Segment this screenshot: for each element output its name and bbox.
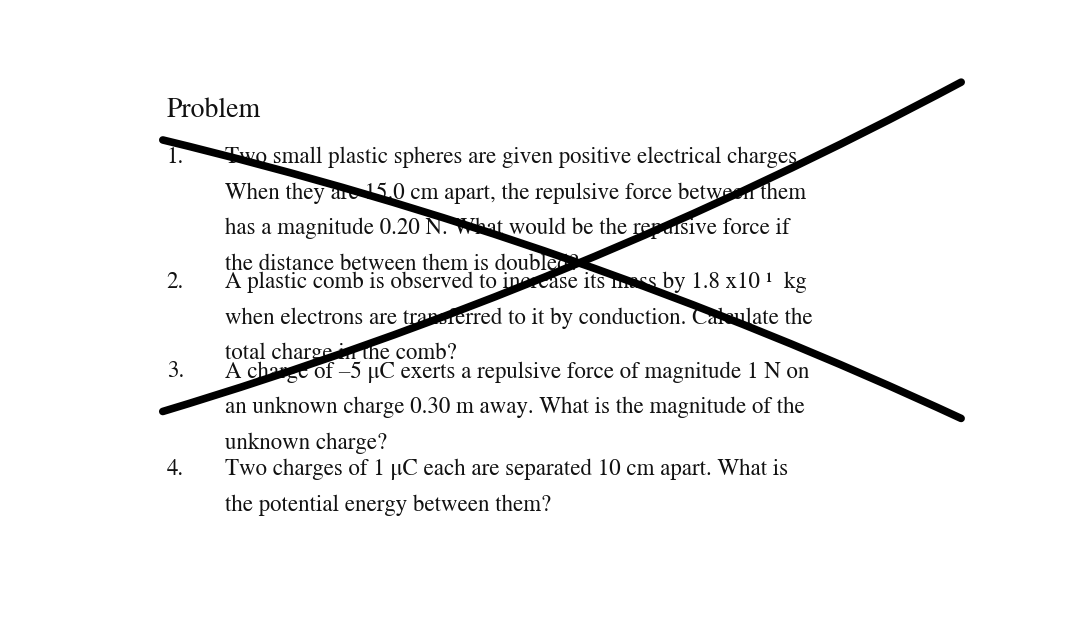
Text: when electrons are transferred to it by conduction. Calculate the: when electrons are transferred to it by … [226, 308, 813, 329]
Text: the potential energy between them?: the potential energy between them? [226, 494, 552, 515]
Text: unknown charge?: unknown charge? [226, 432, 388, 454]
Text: Two small plastic spheres are given positive electrical charges.: Two small plastic spheres are given posi… [226, 147, 804, 168]
Text: Problem: Problem [166, 98, 261, 123]
Text: the distance between them is doubled?: the distance between them is doubled? [226, 253, 579, 275]
Text: Two charges of 1 μC each are separated 10 cm apart. What is: Two charges of 1 μC each are separated 1… [226, 458, 788, 480]
Text: 2.: 2. [166, 272, 184, 293]
Text: 1.: 1. [166, 147, 184, 168]
Text: total charge in the comb?: total charge in the comb? [226, 343, 457, 365]
Text: A plastic comb is observed to increase its mass by 1.8 x10⁻¹⁸ kg: A plastic comb is observed to increase i… [226, 272, 807, 293]
Text: When they are 15.0 cm apart, the repulsive force between them: When they are 15.0 cm apart, the repulsi… [226, 182, 807, 204]
Text: has a magnitude 0.20 N. What would be the repulsive force if: has a magnitude 0.20 N. What would be th… [226, 218, 791, 239]
Text: 4.: 4. [166, 458, 184, 480]
Text: an unknown charge 0.30 m away. What is the magnitude of the: an unknown charge 0.30 m away. What is t… [226, 397, 806, 418]
Text: A charge of –5 μC exerts a repulsive force of magnitude 1 N on: A charge of –5 μC exerts a repulsive for… [226, 361, 810, 383]
Text: 3.: 3. [166, 361, 184, 382]
